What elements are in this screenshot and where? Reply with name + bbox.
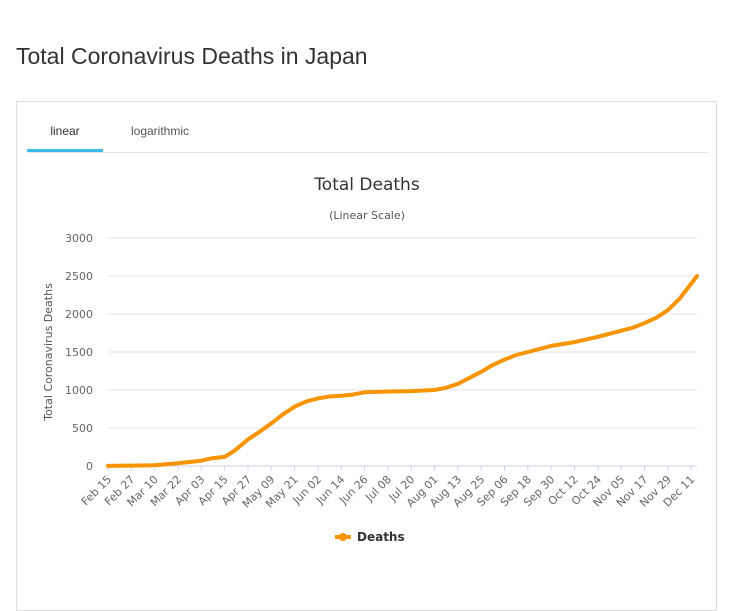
y-tick-label: 2000: [65, 308, 93, 321]
y-tick-label: 2500: [65, 270, 93, 283]
page-title: Total Coronavirus Deaths in Japan: [16, 43, 368, 69]
scale-tabs: linear logarithmic: [27, 102, 709, 153]
y-tick-label: 3000: [65, 232, 93, 245]
y-axis-label: Total Coronavirus Deaths: [42, 283, 55, 422]
series-deaths[interactable]: [106, 274, 699, 468]
x-tick-label: Jul 08: [362, 473, 394, 505]
tab-linear[interactable]: linear: [27, 102, 103, 152]
series-line-deaths[interactable]: [106, 274, 699, 468]
legend-label-deaths[interactable]: Deaths: [357, 530, 405, 544]
y-tick-label: 500: [72, 422, 93, 435]
tab-logarithmic[interactable]: logarithmic: [130, 124, 190, 138]
legend-marker-deaths: [339, 533, 347, 541]
y-tick-label: 0: [86, 460, 93, 473]
chart: Total Deaths (Linear Scale) Total Corona…: [42, 175, 699, 544]
chart-subtitle: (Linear Scale): [329, 209, 405, 222]
legend[interactable]: Deaths: [335, 530, 405, 544]
y-axis-ticks: 0 500 1000 1500 2000 2500 3000: [65, 232, 93, 473]
gridlines: [108, 237, 697, 467]
y-tick-label: 1500: [65, 346, 93, 359]
chart-panel: linear logarithmic: [16, 101, 717, 611]
chart-title: Total Deaths: [313, 175, 420, 195]
y-tick-label: 1000: [65, 384, 93, 397]
